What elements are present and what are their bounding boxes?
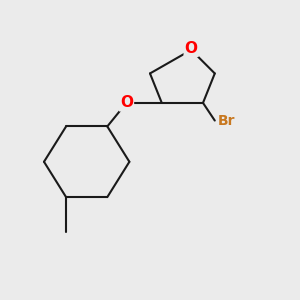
Text: O: O [185, 41, 198, 56]
Text: Br: Br [218, 114, 235, 128]
Text: O: O [120, 95, 133, 110]
